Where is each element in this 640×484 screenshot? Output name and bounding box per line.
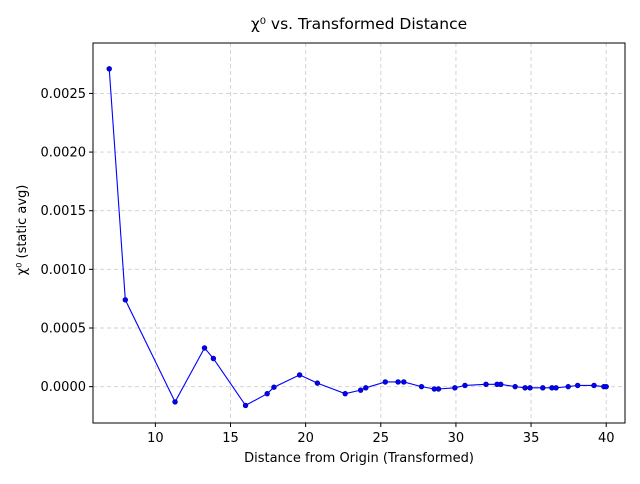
data-point xyxy=(363,385,369,391)
data-point xyxy=(452,385,458,391)
x-tick-label: 25 xyxy=(373,431,390,446)
series-layer xyxy=(106,66,609,409)
x-tick-label: 40 xyxy=(598,431,615,446)
data-point xyxy=(264,390,270,397)
plot-frame xyxy=(92,42,626,424)
y-tick-label: 0.0015 xyxy=(41,204,87,219)
data-point xyxy=(553,385,559,391)
data-point xyxy=(210,355,217,362)
data-point xyxy=(357,387,364,393)
data-point xyxy=(271,384,277,390)
data-point xyxy=(342,390,348,397)
data-point xyxy=(527,385,533,391)
data-point xyxy=(462,382,468,389)
grid xyxy=(93,43,625,423)
x-tick-label: 20 xyxy=(297,431,314,446)
data-point xyxy=(540,385,546,391)
chart-title: χ⁰ vs. Transformed Distance xyxy=(251,15,467,33)
x-tick-label: 15 xyxy=(222,431,239,446)
data-point xyxy=(395,379,401,385)
y-tick-label: 0.0010 xyxy=(41,263,87,278)
y-tick-label: 0.0020 xyxy=(41,146,87,161)
x-axis: 10 15 20 25 30 35 40 xyxy=(147,423,614,446)
data-point xyxy=(483,381,489,387)
data-point xyxy=(382,379,388,385)
data-point xyxy=(314,380,321,386)
data-point xyxy=(106,66,112,72)
x-tick-label: 10 xyxy=(147,431,164,446)
data-point xyxy=(603,383,609,390)
data-point xyxy=(418,383,425,390)
data-point xyxy=(574,382,581,389)
y-axis-label: χ⁰ (static avg) xyxy=(15,185,30,276)
data-point xyxy=(242,402,249,409)
data-point xyxy=(435,386,442,392)
y-tick-label: 0.0000 xyxy=(41,380,87,395)
data-point xyxy=(565,383,571,390)
y-tick-label: 0.0025 xyxy=(41,87,87,102)
y-tick-label: 0.0005 xyxy=(41,322,87,337)
data-point xyxy=(522,385,528,391)
data-point xyxy=(201,345,208,351)
series-line xyxy=(108,68,607,407)
data-point xyxy=(498,381,504,387)
data-point xyxy=(122,297,129,303)
data-point xyxy=(296,372,303,378)
data-point xyxy=(591,382,597,389)
x-tick-label: 35 xyxy=(523,431,540,446)
data-point xyxy=(401,379,407,385)
data-point xyxy=(172,399,178,405)
data-point xyxy=(512,383,518,390)
x-axis-label: Distance from Origin (Transformed) xyxy=(244,451,474,466)
y-axis: 0.0000 0.0005 0.0010 0.0015 0.0020 0.0025 xyxy=(41,87,93,395)
x-tick-label: 30 xyxy=(448,431,465,446)
